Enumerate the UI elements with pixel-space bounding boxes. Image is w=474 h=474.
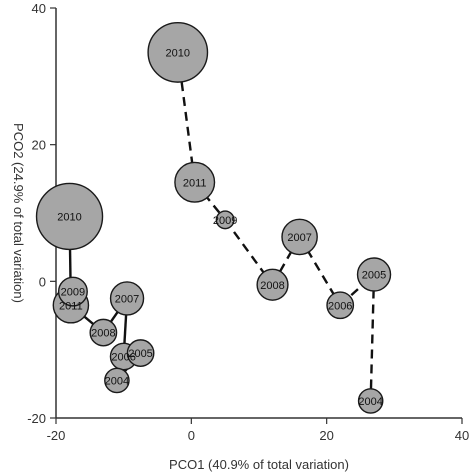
data-point-label: 2005 bbox=[362, 270, 386, 282]
data-point-bubble bbox=[357, 388, 384, 414]
data-point-bubble bbox=[147, 22, 209, 83]
data-point-bubble bbox=[174, 161, 216, 203]
data-point-label: 2008 bbox=[91, 328, 115, 340]
path-segment bbox=[369, 274, 376, 401]
data-point-label: 2004 bbox=[358, 396, 382, 408]
ticks: -20 0 20 40 -20 0 20 40 bbox=[27, 1, 469, 443]
y-tick-label: 40 bbox=[32, 1, 46, 16]
data-point-label: 2006 bbox=[328, 300, 352, 312]
data-point-bubble bbox=[256, 268, 289, 301]
data-point-bubble bbox=[57, 276, 88, 307]
data-point-label: 2008 bbox=[260, 280, 284, 292]
data-point-bubble bbox=[35, 182, 104, 251]
x-tick-label: 20 bbox=[319, 428, 333, 443]
x-tick-label: 0 bbox=[188, 428, 195, 443]
data-point-bubble bbox=[89, 318, 118, 347]
data-point-label: 2009 bbox=[61, 287, 85, 299]
x-axis-title: PCO1 (40.9% of total variation) bbox=[169, 457, 349, 472]
data-point-bubble bbox=[126, 339, 155, 367]
data-point-bubble bbox=[104, 367, 130, 394]
data-point-label: 2010 bbox=[166, 47, 190, 59]
x-tick-label: -20 bbox=[47, 428, 66, 443]
y-tick-label: -20 bbox=[27, 411, 46, 426]
data-point-bubble bbox=[356, 257, 392, 292]
data-point-label: 2004 bbox=[105, 375, 129, 387]
data-point-label: 2011 bbox=[183, 177, 207, 189]
data-point-bubble bbox=[326, 291, 355, 320]
data-point-label: 2007 bbox=[287, 232, 311, 244]
y-axis-title: PCO2 (24.9% of total variation) bbox=[11, 123, 26, 303]
data-point-label: 2010 bbox=[57, 211, 81, 223]
data-point-bubble bbox=[109, 281, 145, 316]
data-point-label: 2006 bbox=[111, 352, 135, 364]
y-tick-label: 20 bbox=[32, 138, 46, 153]
x-tick-label: 40 bbox=[455, 428, 469, 443]
data-point-bubble bbox=[281, 218, 318, 256]
data-point-label: 2005 bbox=[128, 348, 152, 360]
y-tick-label: 0 bbox=[39, 274, 46, 289]
data-point-label: 2011 bbox=[59, 300, 83, 312]
bubbles: 2010200920112008200720062005200420102011… bbox=[35, 22, 392, 414]
data-point-label: 2007 bbox=[115, 293, 139, 305]
data-point-bubble bbox=[215, 210, 235, 230]
data-point-label: 2009 bbox=[213, 215, 237, 227]
